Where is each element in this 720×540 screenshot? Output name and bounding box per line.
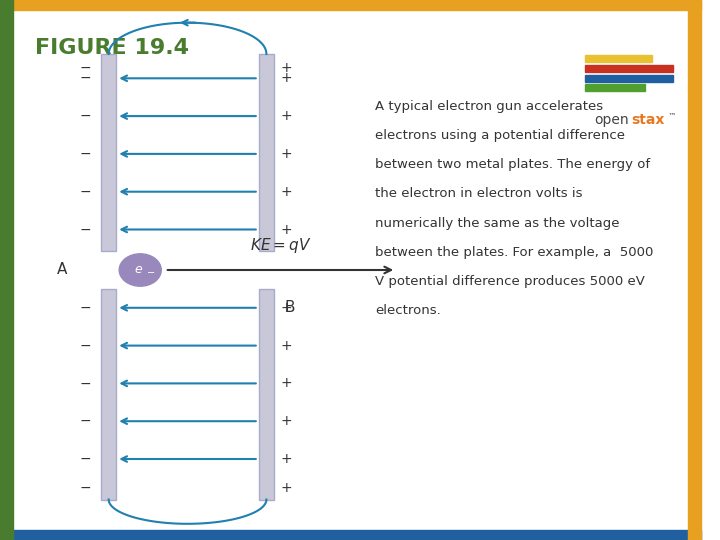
Text: open: open bbox=[595, 113, 629, 127]
FancyBboxPatch shape bbox=[258, 289, 274, 500]
Text: +: + bbox=[281, 481, 292, 495]
Text: electrons.: electrons. bbox=[375, 304, 441, 317]
Circle shape bbox=[120, 254, 161, 286]
Text: +: + bbox=[281, 452, 292, 466]
Text: −: − bbox=[80, 71, 91, 85]
Text: −: − bbox=[80, 60, 91, 75]
Text: +: + bbox=[281, 301, 292, 315]
Text: +: + bbox=[281, 185, 292, 199]
Text: −: − bbox=[80, 301, 91, 315]
Text: +: + bbox=[281, 414, 292, 428]
Bar bbox=[0, 0, 13, 540]
Text: the electron in electron volts is: the electron in electron volts is bbox=[375, 187, 582, 200]
Text: A typical electron gun accelerates: A typical electron gun accelerates bbox=[375, 100, 603, 113]
Bar bbox=[688, 0, 701, 540]
Text: V potential difference produces 5000 eV: V potential difference produces 5000 eV bbox=[375, 275, 645, 288]
Text: −: − bbox=[80, 452, 91, 466]
FancyBboxPatch shape bbox=[101, 289, 117, 500]
Text: numerically the same as the voltage: numerically the same as the voltage bbox=[375, 217, 620, 230]
Text: +: + bbox=[281, 71, 292, 85]
Text: +: + bbox=[281, 222, 292, 237]
Text: FIGURE 19.4: FIGURE 19.4 bbox=[35, 38, 189, 58]
Bar bbox=[0, 0, 701, 10]
Text: $e$: $e$ bbox=[133, 263, 143, 276]
Bar bbox=[585, 65, 673, 72]
Text: −: − bbox=[80, 147, 91, 161]
Text: −: − bbox=[80, 185, 91, 199]
Text: −: − bbox=[80, 376, 91, 390]
Text: −: − bbox=[80, 222, 91, 237]
Text: +: + bbox=[281, 109, 292, 123]
Text: ™: ™ bbox=[668, 112, 677, 122]
Text: −: − bbox=[147, 268, 155, 278]
Bar bbox=[0, 530, 701, 540]
Text: −: − bbox=[80, 481, 91, 495]
Text: −: − bbox=[80, 109, 91, 123]
FancyBboxPatch shape bbox=[101, 54, 117, 251]
Bar bbox=[585, 55, 652, 62]
Text: −: − bbox=[80, 414, 91, 428]
Bar bbox=[585, 75, 673, 82]
Text: stax: stax bbox=[631, 113, 665, 127]
Text: A: A bbox=[57, 262, 68, 278]
Text: +: + bbox=[281, 376, 292, 390]
Text: electrons using a potential difference: electrons using a potential difference bbox=[375, 129, 625, 142]
Text: +: + bbox=[281, 147, 292, 161]
Text: B: B bbox=[284, 300, 294, 315]
Text: $KE = qV$: $KE = qV$ bbox=[250, 236, 311, 255]
FancyBboxPatch shape bbox=[258, 54, 274, 251]
Text: between two metal plates. The energy of: between two metal plates. The energy of bbox=[375, 158, 650, 171]
Bar bbox=[585, 84, 645, 91]
Text: +: + bbox=[281, 60, 292, 75]
Text: −: − bbox=[80, 339, 91, 353]
Text: +: + bbox=[281, 339, 292, 353]
Text: between the plates. For example, a  5000: between the plates. For example, a 5000 bbox=[375, 246, 654, 259]
